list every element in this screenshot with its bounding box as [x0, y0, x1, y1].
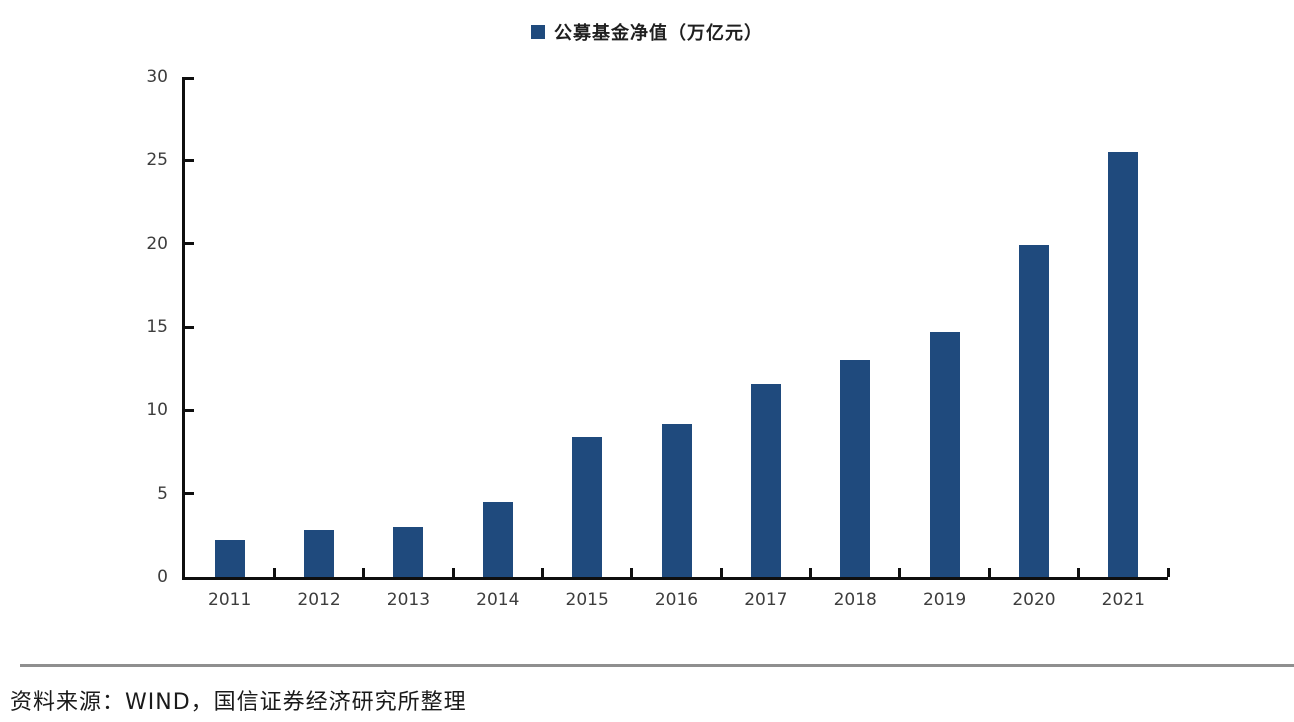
x-axis-tick: [1077, 568, 1081, 577]
x-axis-tick: [272, 568, 276, 577]
x-tick-label: 2013: [386, 590, 431, 610]
chart-legend: 公募基金净值（万亿元）: [0, 19, 1294, 45]
y-tick-label: 5: [157, 483, 168, 504]
bar-2013: [393, 527, 424, 577]
y-tick-label: 30: [146, 67, 168, 87]
x-tick-label: 2018: [833, 590, 877, 610]
y-tick-label: 25: [146, 150, 168, 171]
legend-swatch-icon: [531, 25, 545, 39]
bar-2016: [661, 423, 692, 577]
bar-2012: [304, 530, 335, 577]
y-tick-label: 20: [146, 233, 168, 254]
y-axis-tick: [185, 158, 194, 162]
x-tick-label: 2019: [922, 590, 967, 610]
y-tick-label: 15: [146, 317, 168, 337]
bar-2020: [1018, 245, 1049, 577]
bar-2011: [214, 540, 245, 577]
bar-2021: [1108, 152, 1139, 577]
bar-2018: [840, 360, 871, 577]
x-tick-label: 2016: [654, 590, 699, 610]
x-axis-tick: [362, 568, 366, 577]
x-axis-tick: [987, 568, 991, 577]
bar-2017: [750, 383, 781, 577]
bar-2019: [929, 332, 960, 577]
x-axis-tick: [540, 568, 544, 577]
x-tick-label: 2015: [565, 590, 609, 610]
y-axis-tick: [185, 408, 194, 412]
y-axis-tick: [185, 242, 194, 246]
x-axis-tick: [809, 568, 813, 577]
x-axis-tick: [719, 568, 723, 577]
x-axis-tick: [898, 568, 902, 577]
source-text: 资料来源：WIND，国信证券经济研究所整理: [10, 690, 467, 715]
y-axis-tick: [185, 325, 194, 329]
x-tick-label: 2011: [208, 590, 252, 610]
x-tick-label: 2014: [476, 590, 520, 610]
plot-area: [182, 77, 1170, 580]
bar-2015: [572, 437, 603, 577]
x-tick-label: 2017: [744, 590, 788, 610]
x-tick-label: 2020: [1012, 590, 1056, 610]
x-tick-label: 2021: [1101, 590, 1145, 610]
bar-2014: [482, 502, 513, 577]
y-axis-tick: [185, 77, 194, 80]
x-tick-label: 2012: [297, 590, 341, 610]
legend-label: 公募基金净值（万亿元）: [554, 23, 763, 44]
x-axis-tick: [630, 568, 634, 577]
y-tick-label: 10: [146, 400, 168, 421]
y-axis-tick: [185, 492, 194, 496]
x-axis-tick: [451, 568, 455, 577]
footer-divider: [20, 664, 1294, 667]
y-tick-label: 0: [157, 567, 168, 587]
x-axis-tick: [1166, 568, 1170, 577]
